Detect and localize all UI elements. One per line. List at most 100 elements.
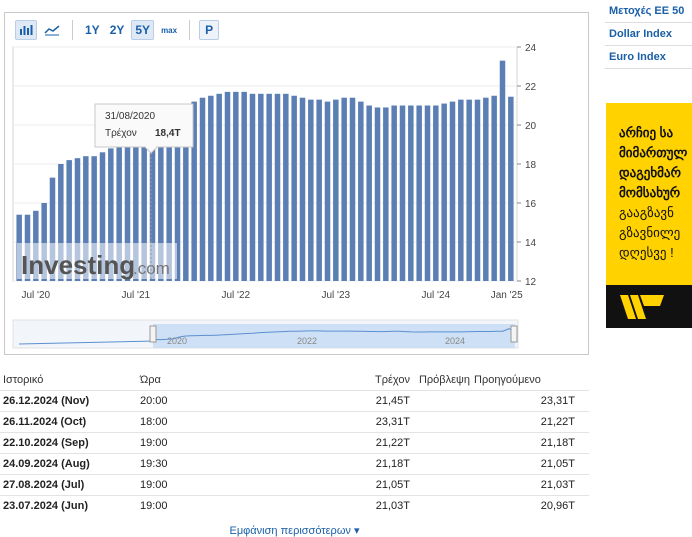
table-row: 23.07.2024 (Jun) 19:00 21,03T 20,96T (0, 495, 589, 516)
cell-time: 19:00 (140, 437, 168, 449)
advertisement[interactable]: არჩიე სა მიმართულ დაგეხმარ მომსახურ გააგ… (606, 103, 692, 328)
bar[interactable] (41, 203, 47, 281)
bar[interactable] (341, 97, 347, 281)
range-1y-button[interactable]: 1Y (85, 23, 100, 37)
navigator-left-handle[interactable] (149, 325, 157, 343)
bar[interactable] (74, 158, 81, 281)
bar[interactable] (266, 93, 272, 281)
bar[interactable] (258, 93, 264, 281)
sidebar-link[interactable]: Euro Index (605, 46, 692, 69)
table-row: 24.09.2024 (Aug) 19:30 21,18T 21,05T (0, 453, 589, 474)
ad-line: არჩიე სა (619, 125, 674, 140)
bar[interactable] (383, 107, 389, 281)
bar[interactable] (366, 105, 372, 282)
bar[interactable] (474, 99, 481, 282)
header-date[interactable]: Ιστορικό (3, 374, 44, 386)
bar[interactable] (141, 128, 147, 281)
bar[interactable] (158, 119, 164, 282)
bar[interactable] (508, 96, 514, 281)
tooltip-label: Τρέχον (105, 127, 137, 139)
bar[interactable] (216, 93, 222, 281)
bar[interactable] (416, 105, 422, 282)
bar[interactable] (191, 101, 197, 281)
bar[interactable] (66, 160, 72, 281)
bar[interactable] (274, 93, 281, 281)
range-navigator[interactable]: 2020 2022 2024 (12, 319, 519, 349)
bar[interactable] (466, 99, 472, 282)
bar[interactable] (333, 99, 339, 282)
bar[interactable] (433, 105, 439, 282)
bar[interactable] (374, 107, 381, 281)
bar[interactable] (408, 105, 414, 282)
header-time[interactable]: Ώρα (140, 374, 161, 386)
y-tick-label: 20 (525, 121, 537, 132)
bar[interactable] (283, 93, 289, 281)
bar[interactable] (83, 156, 89, 281)
bar[interactable] (424, 105, 431, 282)
navigator-right-handle[interactable] (510, 325, 518, 343)
chart-toolbar: 1Y 2Y 5Y max P (15, 17, 220, 43)
bar[interactable] (199, 97, 206, 281)
bar[interactable] (249, 93, 256, 281)
cell-time: 19:00 (140, 479, 168, 491)
bar[interactable] (133, 134, 139, 281)
header-forecast[interactable]: Πρόβλεψη (418, 374, 470, 386)
bar[interactable] (299, 97, 306, 281)
bar[interactable] (149, 125, 156, 281)
bar[interactable] (499, 60, 506, 282)
show-more-link[interactable]: Εμφάνιση περισσότερων ▾ (0, 524, 589, 537)
navigator-year-label: 2024 (445, 336, 465, 346)
bar[interactable] (58, 164, 64, 281)
bar[interactable] (491, 95, 497, 281)
sidebar-link[interactable]: Dollar Index (605, 23, 692, 46)
bar[interactable] (449, 101, 456, 281)
bar[interactable] (174, 109, 181, 282)
range-max-button[interactable]: max (161, 25, 178, 35)
bar[interactable] (391, 105, 397, 282)
bar[interactable] (358, 101, 364, 281)
bar[interactable] (308, 99, 314, 282)
bar[interactable] (108, 148, 114, 281)
bar[interactable] (224, 91, 231, 281)
y-tick-label: 22 (525, 82, 537, 93)
bar[interactable] (483, 97, 489, 281)
range-5y-button[interactable]: 5Y (131, 20, 155, 40)
bar[interactable] (91, 156, 97, 281)
bar[interactable] (49, 177, 56, 281)
bar[interactable] (166, 113, 172, 281)
bar[interactable] (291, 95, 297, 281)
period-button[interactable]: P (199, 20, 220, 40)
bar[interactable] (241, 91, 247, 281)
table-row: 27.08.2024 (Jul) 19:00 21,05T 21,03T (0, 474, 589, 495)
bar[interactable] (399, 105, 406, 282)
bar-chart-icon[interactable] (15, 20, 37, 40)
header-previous[interactable]: Προηγούμενο (474, 374, 541, 386)
ad-line: დღესვე ! (619, 245, 674, 260)
western-union-logo-icon (620, 295, 664, 319)
sidebar-link[interactable]: Μετοχές ΕΕ 50 (605, 0, 692, 23)
range-2y-button[interactable]: 2Y (109, 23, 125, 37)
bar[interactable] (233, 91, 239, 281)
y-tick-label: 16 (525, 199, 537, 210)
y-tick-label: 24 (525, 43, 537, 54)
show-more-label: Εμφάνιση περισσότερων (229, 525, 351, 537)
history-table: Ιστορικό Ώρα Τρέχον Πρόβλεψη Προηγούμενο… (0, 370, 589, 516)
bar[interactable] (458, 99, 464, 282)
bar[interactable] (316, 99, 322, 282)
x-tick-label: Jul '20 (22, 290, 51, 301)
bar[interactable] (124, 138, 131, 281)
bar[interactable] (324, 101, 331, 281)
bar[interactable] (99, 152, 106, 281)
bar[interactable] (116, 144, 122, 282)
bar[interactable] (349, 97, 356, 281)
ad-text: არჩიე სა მიმართულ დაგეხმარ მომსახურ გააგ… (619, 123, 687, 263)
watermark-suffix: .com (133, 259, 170, 278)
x-tick-label: Jan '25 (491, 290, 523, 301)
bar[interactable] (208, 95, 214, 281)
toolbar-divider (189, 20, 191, 40)
watermark-logo: Investing (21, 250, 135, 280)
header-actual[interactable]: Τρέχον (375, 374, 410, 386)
bar[interactable] (441, 103, 447, 281)
bar[interactable] (183, 105, 189, 282)
line-chart-icon[interactable] (41, 20, 63, 40)
